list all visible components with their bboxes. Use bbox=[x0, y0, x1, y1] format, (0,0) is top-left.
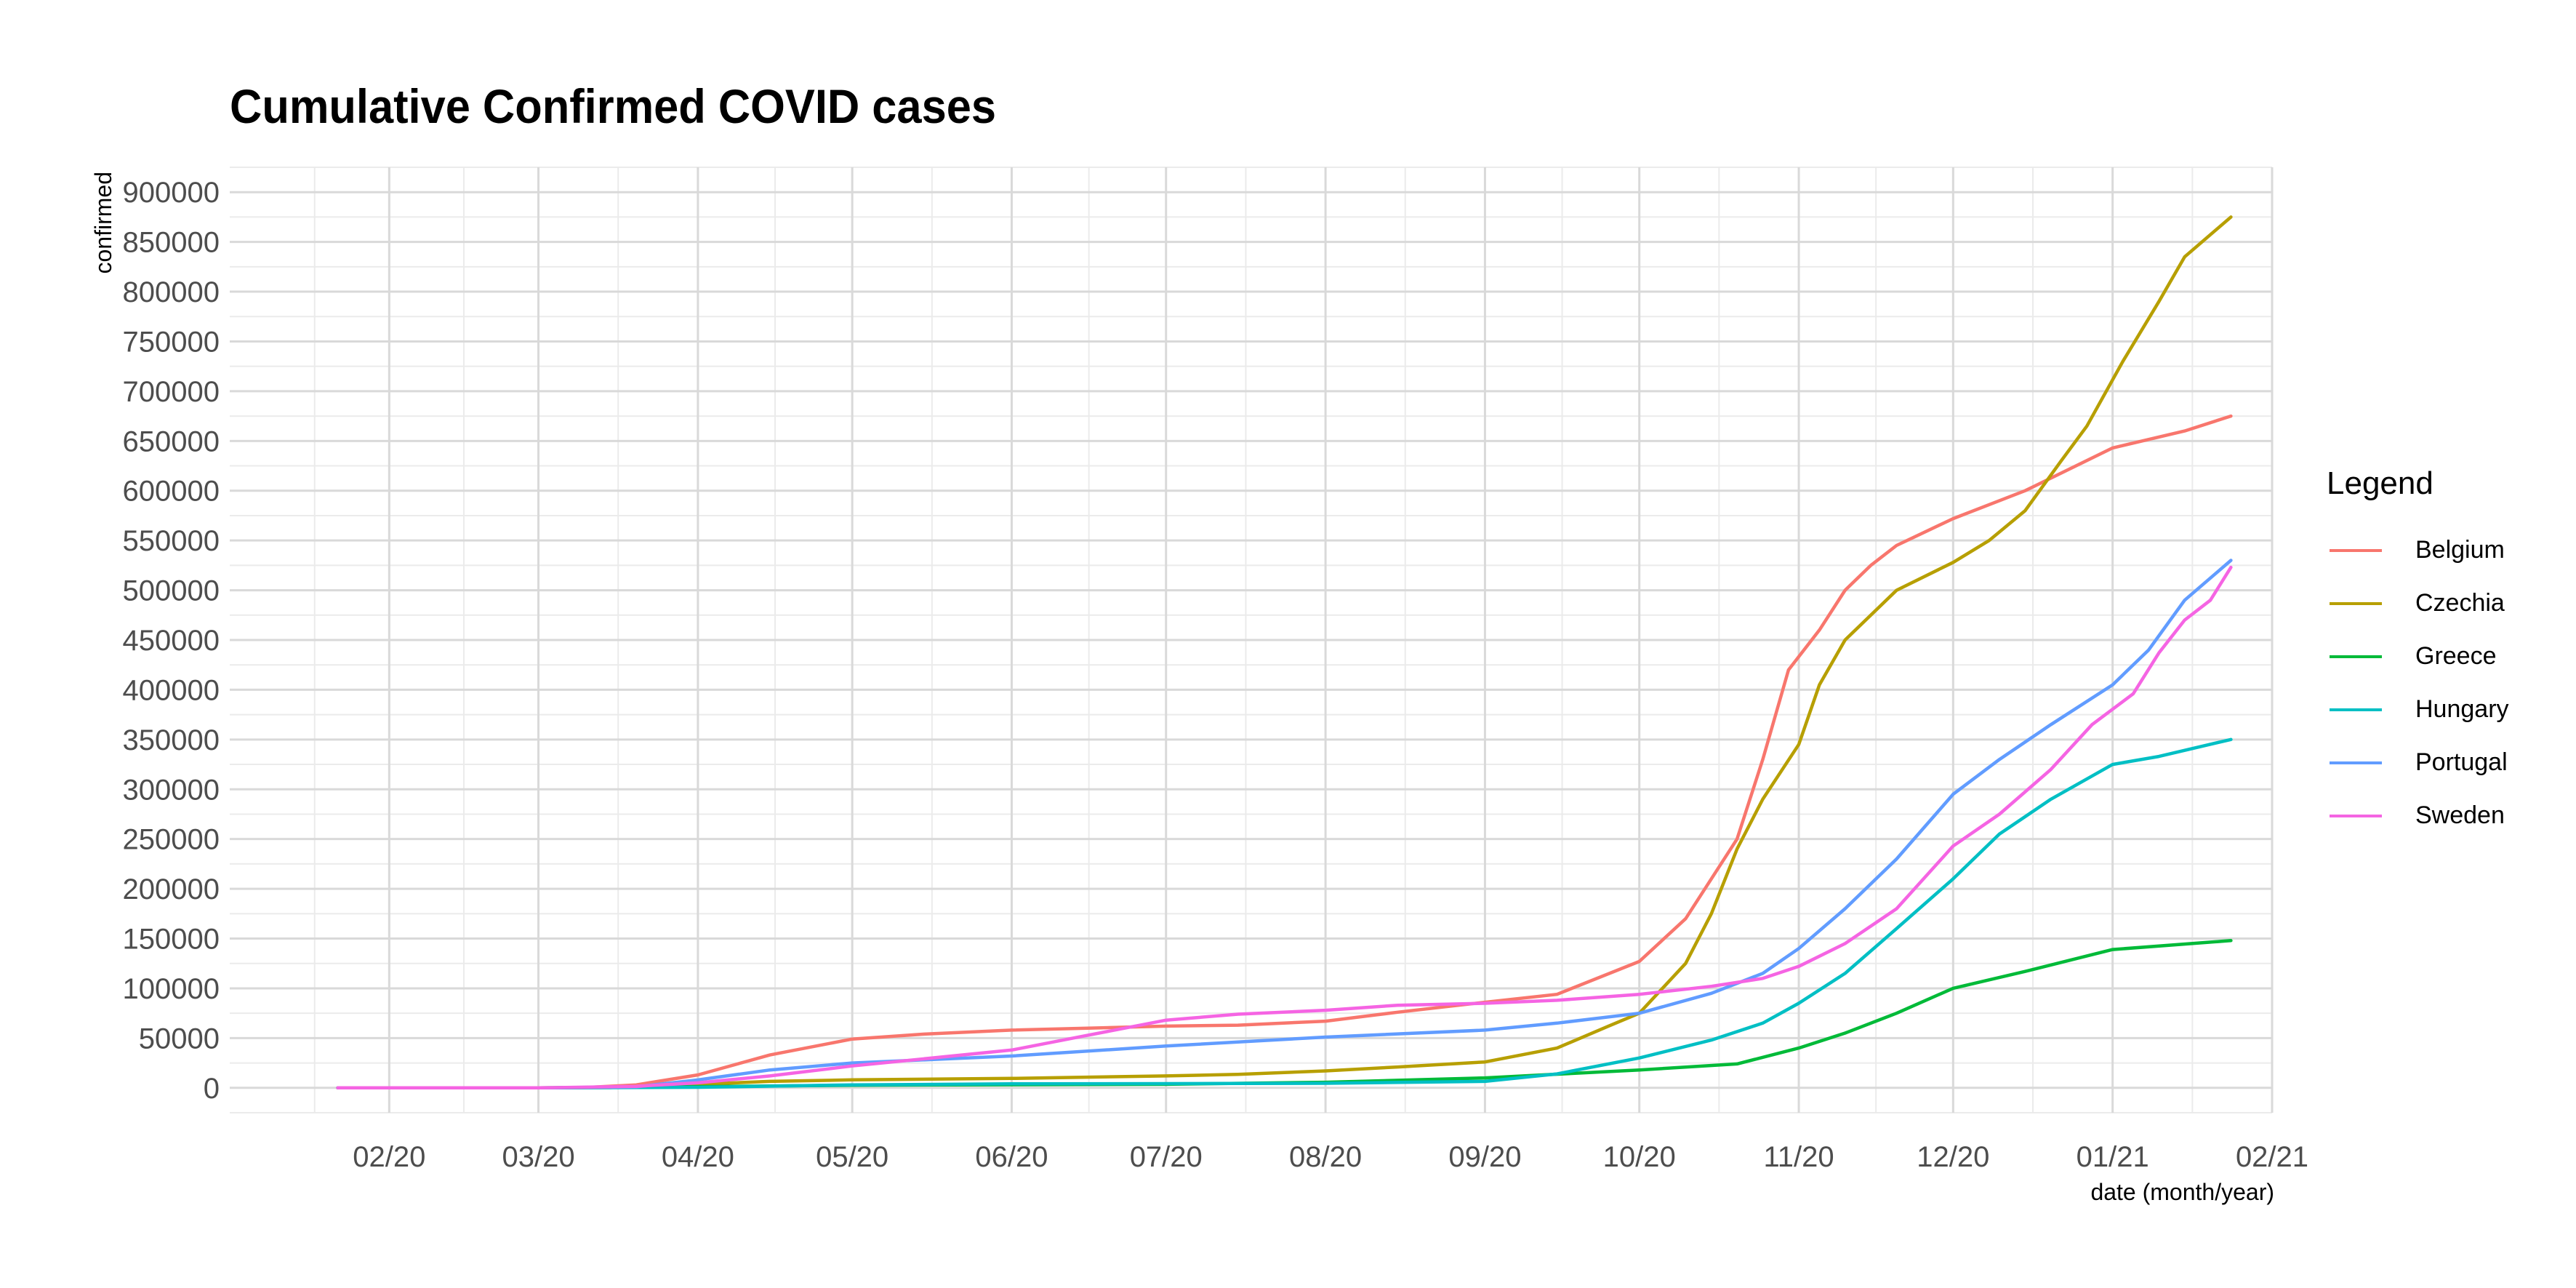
legend-label: Portugal bbox=[2415, 748, 2508, 776]
legend: Legend Belgium Czechia Greece Hungary Portug… bbox=[2327, 465, 2509, 842]
legend-key bbox=[2330, 708, 2382, 711]
series-line-czechia bbox=[336, 215, 2233, 1090]
x-tick-label: 03/20 bbox=[502, 1141, 574, 1173]
legend-key bbox=[2330, 548, 2382, 552]
y-tick-label: 300000 bbox=[123, 774, 220, 806]
legend-item-sweden: Sweden bbox=[2327, 789, 2509, 842]
y-tick-label: 150000 bbox=[123, 924, 220, 956]
legend-item-czechia: Czechia bbox=[2327, 577, 2509, 630]
legend-item-greece: Greece bbox=[2327, 630, 2509, 683]
y-tick-label: 550000 bbox=[123, 525, 220, 557]
y-tick-label: 800000 bbox=[123, 276, 220, 308]
legend-label: Czechia bbox=[2415, 589, 2505, 617]
legend-items: Belgium Czechia Greece Hungary Portugal Swede… bbox=[2327, 524, 2509, 842]
series-line-sweden bbox=[336, 565, 2233, 1090]
y-tick-label: 650000 bbox=[123, 425, 220, 457]
x-axis-ticks: 02/20 03/20 04/20 05/20 06/20 07/20 08/20 09/20… bbox=[353, 1141, 2308, 1173]
series-line-hungary bbox=[336, 737, 2233, 1090]
y-tick-label: 850000 bbox=[123, 227, 220, 259]
series-line-portugal bbox=[336, 559, 2233, 1090]
y-tick-label: 200000 bbox=[123, 873, 220, 905]
x-tick-label: 04/20 bbox=[662, 1141, 734, 1173]
legend-label: Hungary bbox=[2415, 695, 2509, 723]
x-tick-label: 11/20 bbox=[1763, 1141, 1834, 1173]
legend-label: Sweden bbox=[2415, 801, 2505, 829]
series-lines bbox=[336, 215, 2233, 1090]
series-line-belgium bbox=[336, 414, 2233, 1090]
y-tick-label: 600000 bbox=[123, 476, 220, 508]
y-tick-label: 500000 bbox=[123, 575, 220, 607]
legend-key bbox=[2330, 655, 2382, 658]
y-tick-label: 100000 bbox=[123, 973, 220, 1005]
y-tick-label: 50000 bbox=[139, 1023, 220, 1055]
x-tick-label: 07/20 bbox=[1130, 1141, 1203, 1173]
y-tick-label: 250000 bbox=[123, 824, 220, 856]
legend-key bbox=[2330, 814, 2382, 817]
x-tick-label: 10/20 bbox=[1603, 1141, 1676, 1173]
legend-key bbox=[2330, 601, 2382, 605]
legend-title: Legend bbox=[2327, 465, 2433, 501]
y-tick-label: 0 bbox=[204, 1073, 220, 1105]
legend-key bbox=[2330, 761, 2382, 764]
x-tick-label: 02/21 bbox=[2236, 1141, 2308, 1173]
y-tick-label: 700000 bbox=[123, 376, 220, 408]
y-tick-label: 450000 bbox=[123, 625, 220, 657]
legend-label: Greece bbox=[2415, 642, 2497, 670]
y-tick-label: 400000 bbox=[123, 674, 220, 706]
legend-item-belgium: Belgium bbox=[2327, 524, 2509, 577]
x-axis-title: date (month/year) bbox=[2090, 1179, 2274, 1205]
y-tick-label: 900000 bbox=[123, 177, 220, 209]
x-tick-label: 05/20 bbox=[816, 1141, 888, 1173]
x-tick-label: 08/20 bbox=[1289, 1141, 1362, 1173]
minor-gridlines bbox=[230, 167, 2272, 1113]
chart-title: Cumulative Confirmed COVID cases bbox=[230, 79, 996, 133]
y-tick-label: 750000 bbox=[123, 326, 220, 358]
y-tick-label: 350000 bbox=[123, 724, 220, 756]
y-axis-ticks: 0 50000 100000 150000 200000 250000 300000 3500… bbox=[123, 177, 220, 1105]
legend-item-portugal: Portugal bbox=[2327, 736, 2509, 789]
major-gridlines bbox=[230, 167, 2274, 1113]
legend-label: Belgium bbox=[2415, 536, 2505, 564]
x-tick-label: 06/20 bbox=[975, 1141, 1048, 1173]
x-tick-label: 01/21 bbox=[2077, 1141, 2149, 1173]
y-axis-title: confirmed bbox=[90, 172, 116, 274]
legend-item-hungary: Hungary bbox=[2327, 683, 2509, 736]
x-tick-label: 02/20 bbox=[353, 1141, 425, 1173]
x-tick-label: 09/20 bbox=[1448, 1141, 1521, 1173]
x-tick-label: 12/20 bbox=[1917, 1141, 1989, 1173]
